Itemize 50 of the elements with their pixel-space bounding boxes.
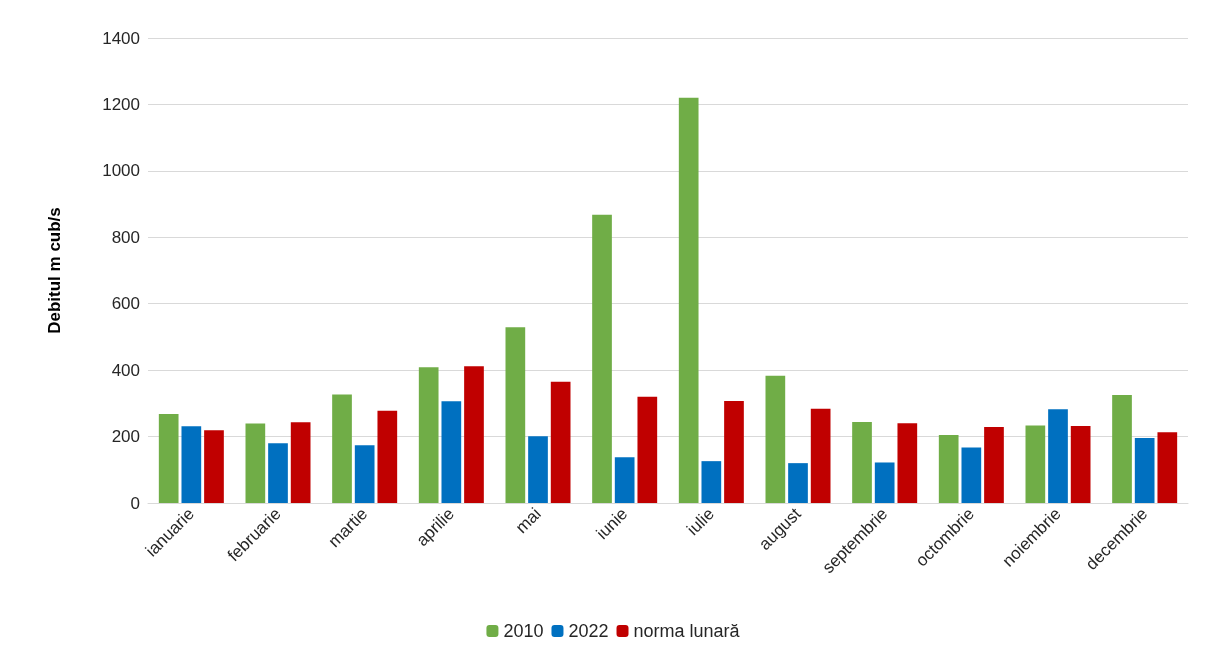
- bar: [1048, 409, 1068, 503]
- y-tick-label: 1400: [102, 28, 140, 48]
- bar: [268, 443, 288, 503]
- bar: [464, 366, 484, 503]
- x-tick-label: iulie: [683, 504, 719, 540]
- bar: [637, 396, 658, 503]
- bar: [354, 445, 375, 503]
- bar: [938, 434, 959, 503]
- bar: [1070, 425, 1091, 503]
- bar: [852, 421, 872, 503]
- y-axis-title: Debitul m cub/s: [45, 207, 64, 334]
- bar: [158, 413, 179, 503]
- y-tick-label: 0: [130, 493, 140, 513]
- bar: [505, 327, 526, 503]
- bar: [1157, 432, 1178, 503]
- y-tick-label: 600: [111, 294, 140, 314]
- bar: [678, 97, 699, 503]
- bar: [592, 214, 612, 503]
- bar: [724, 401, 744, 503]
- y-tick-label: 1000: [102, 161, 140, 181]
- legend-label: 2010: [503, 621, 544, 641]
- bar: [204, 430, 224, 503]
- y-tick-label: 400: [111, 360, 140, 380]
- bar: [181, 426, 202, 503]
- bar: [897, 423, 918, 503]
- bar: [441, 401, 462, 503]
- bar: [961, 447, 982, 503]
- bar: [874, 462, 895, 503]
- bar: [810, 408, 831, 503]
- x-tick-label: mai: [511, 504, 545, 538]
- bar: [1134, 437, 1155, 503]
- bar: [701, 461, 722, 503]
- y-tick-label: 1200: [102, 94, 140, 114]
- bar: [1025, 425, 1046, 503]
- bar: [332, 394, 352, 503]
- bar: [245, 423, 266, 503]
- bar: [984, 426, 1004, 503]
- bar: [1112, 395, 1132, 503]
- bar: [614, 457, 635, 503]
- bar: [528, 436, 548, 503]
- bar: [788, 463, 808, 503]
- y-tick-label: 800: [111, 227, 140, 247]
- y-tick-label: 200: [111, 427, 140, 447]
- legend-label: norma lunară: [633, 621, 741, 641]
- legend-label: 2022: [568, 621, 609, 641]
- bar: [377, 410, 398, 503]
- bar: [418, 367, 439, 503]
- bar: [765, 375, 786, 503]
- bar: [550, 381, 571, 503]
- bar: [290, 422, 311, 503]
